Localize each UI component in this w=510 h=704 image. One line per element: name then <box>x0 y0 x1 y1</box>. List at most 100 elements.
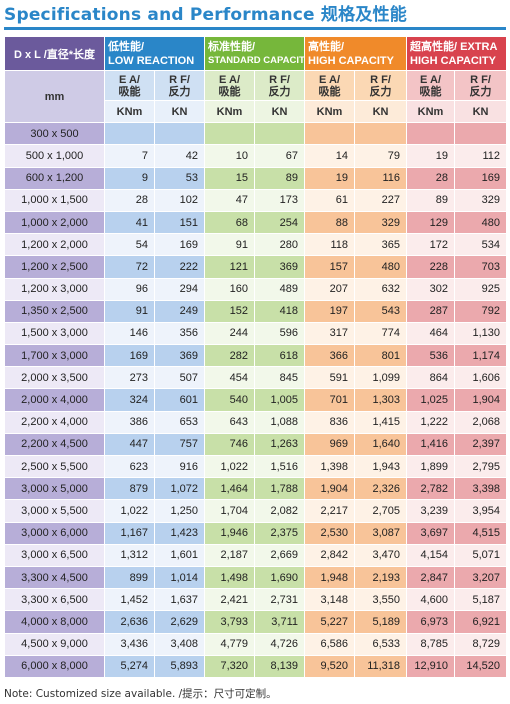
ea-value-cell: 324 <box>104 388 155 412</box>
ea-value-cell: 1,948 <box>304 565 356 590</box>
ea-value-cell: 7,320 <box>204 654 256 678</box>
rf-value-cell: 173 <box>254 188 306 212</box>
ea-value-cell: 302 <box>406 277 456 301</box>
ea-value-cell: 1,022 <box>204 454 256 479</box>
rf-value-cell: 3,711 <box>254 610 306 634</box>
ea-value-cell: 89 <box>406 188 456 212</box>
rf-value-cell: 3,954 <box>454 499 508 523</box>
size-cell: 3,000 x 6,000 <box>4 521 105 545</box>
ea-value-cell: 1,899 <box>406 454 456 479</box>
rf-value-cell: 294 <box>153 277 206 301</box>
rf-value-cell: 480 <box>454 210 508 235</box>
rf-value-cell: 2,795 <box>454 454 508 479</box>
rf-value-cell: 4,726 <box>254 632 306 656</box>
table-row: 2,000 x 3,500 273 507 454 845 591 1,099 864 1,60… <box>4 366 508 390</box>
rf-value-cell: 1,174 <box>454 344 508 368</box>
ea-value-cell: 2,636 <box>104 610 155 634</box>
rf-value-cell: 1,690 <box>254 565 306 590</box>
size-column-header: D x L /直径*长度 <box>4 36 105 71</box>
header-row-metrics: mm E A/吸能 R F/反力 E A/吸能 R F/反力 E A/吸能 R … <box>4 69 508 124</box>
rf-value-cell: 3,470 <box>354 543 408 567</box>
rf-value-cell: 8,729 <box>454 632 508 656</box>
unit-knm: KNm <box>304 99 356 124</box>
rf-value-cell: 1,606 <box>454 366 508 390</box>
unit-kn: KN <box>454 99 508 124</box>
ea-value-cell <box>304 122 356 146</box>
rf-value-cell: 653 <box>153 410 206 434</box>
ea-value-cell: 1,398 <box>304 454 356 479</box>
rf-value-cell: 596 <box>254 321 306 346</box>
group-cn-label: 低性能/ <box>108 40 145 53</box>
table-row: 2,000 x 4,000 324 601 540 1,005 701 1,303 1,025… <box>4 388 508 412</box>
table-row: 2,500 x 5,500 623 916 1,022 1,516 1,398 1,943 1… <box>4 454 508 479</box>
rf-value-cell: 1,099 <box>354 366 408 390</box>
rf-value-cell: 1,640 <box>354 432 408 457</box>
ea-value-cell: 118 <box>304 233 356 257</box>
ea-value-cell: 969 <box>304 432 356 457</box>
rf-value-cell: 489 <box>254 277 306 301</box>
rf-value-cell: 116 <box>354 166 408 190</box>
ea-value-cell: 386 <box>104 410 155 434</box>
rf-value-cell: 1,130 <box>454 321 508 346</box>
ea-value-cell: 1,946 <box>204 521 256 545</box>
ea-value-cell: 2,847 <box>406 565 456 590</box>
table-row: 3,000 x 5,500 1,022 1,250 1,704 2,082 2,217 2,… <box>4 499 508 523</box>
table-row: 4,500 x 9,000 3,436 3,408 4,779 4,726 6,586 6,… <box>4 632 508 656</box>
group-en-label: HIGH CAPACITY <box>410 54 496 67</box>
ea-value-cell: 540 <box>204 388 256 412</box>
size-cell: 1,200 x 2,500 <box>4 255 105 279</box>
ea-value-cell: 19 <box>406 144 456 168</box>
group-header-high-capacity: 高性能/ HIGH CAPACITY <box>304 36 408 71</box>
ea-value-cell: 47 <box>204 188 256 212</box>
rf-value-cell: 11,318 <box>354 654 408 678</box>
rf-value-cell: 5,187 <box>454 588 508 612</box>
ea-value-cell: 28 <box>406 166 456 190</box>
size-cell: 2,000 x 3,500 <box>4 366 105 390</box>
unit-kn: KN <box>254 99 306 124</box>
ea-value-cell: 197 <box>304 299 356 323</box>
rf-value-cell: 774 <box>354 321 408 346</box>
rf-value-cell: 2,669 <box>254 543 306 567</box>
ea-value-cell: 2,421 <box>204 588 256 612</box>
rf-value-cell <box>153 122 206 146</box>
rf-value-cell: 5,893 <box>153 654 206 678</box>
ea-value-cell: 1,167 <box>104 521 155 545</box>
ea-header: E A/吸能 <box>204 70 256 101</box>
size-cell: 1,500 x 3,000 <box>4 321 105 346</box>
rf-value-cell: 1,072 <box>153 477 206 501</box>
group-cn-label: 高性能/ <box>308 40 345 53</box>
ea-value-cell: 15 <box>204 166 256 190</box>
ea-value-cell: 14 <box>304 144 356 168</box>
ea-value-cell: 623 <box>104 454 155 479</box>
group-header-standard-capacity: 标准性能/ STANDARD CAPACITY <box>204 36 306 71</box>
rf-value-cell: 79 <box>354 144 408 168</box>
table-row: 1,200 x 2,000 54 169 91 280 118 365 172 534 <box>4 233 508 257</box>
title-underline <box>4 27 506 30</box>
ea-value-cell: 1,025 <box>406 388 456 412</box>
ea-value-cell: 96 <box>104 277 155 301</box>
rf-value-cell: 3,550 <box>354 588 408 612</box>
rf-value-cell: 2,375 <box>254 521 306 545</box>
ea-value-cell: 701 <box>304 388 356 412</box>
group-header-extra-high-capacity: 超高性能/ EXTRA HIGH CAPACITY <box>406 36 508 71</box>
size-cell: 3,300 x 6,500 <box>4 588 105 612</box>
rf-value-cell: 222 <box>153 255 206 279</box>
size-cell: 2,200 x 4,500 <box>4 432 105 457</box>
ea-value-cell: 454 <box>204 366 256 390</box>
rf-value-cell: 632 <box>354 277 408 301</box>
rf-header: R F/反力 <box>254 70 306 101</box>
ea-value-cell: 228 <box>406 255 456 279</box>
rf-value-cell: 369 <box>153 344 206 368</box>
table-row: 1,500 x 3,000 146 356 244 596 317 774 464 1,130 <box>4 321 508 346</box>
unit-kn: KN <box>153 99 206 124</box>
ea-header: E A/吸能 <box>104 70 155 101</box>
ea-value-cell: 4,154 <box>406 543 456 567</box>
ea-value-cell: 172 <box>406 233 456 257</box>
rf-value-cell: 1,005 <box>254 388 306 412</box>
table-row: 1,000 x 2,000 41 151 68 254 88 329 129 480 <box>4 210 508 235</box>
rf-value-cell: 418 <box>254 299 306 323</box>
rf-value-cell: 249 <box>153 299 206 323</box>
rf-value-cell: 169 <box>454 166 508 190</box>
rf-header: R F/反力 <box>354 70 408 101</box>
rf-value-cell: 2,397 <box>454 432 508 457</box>
